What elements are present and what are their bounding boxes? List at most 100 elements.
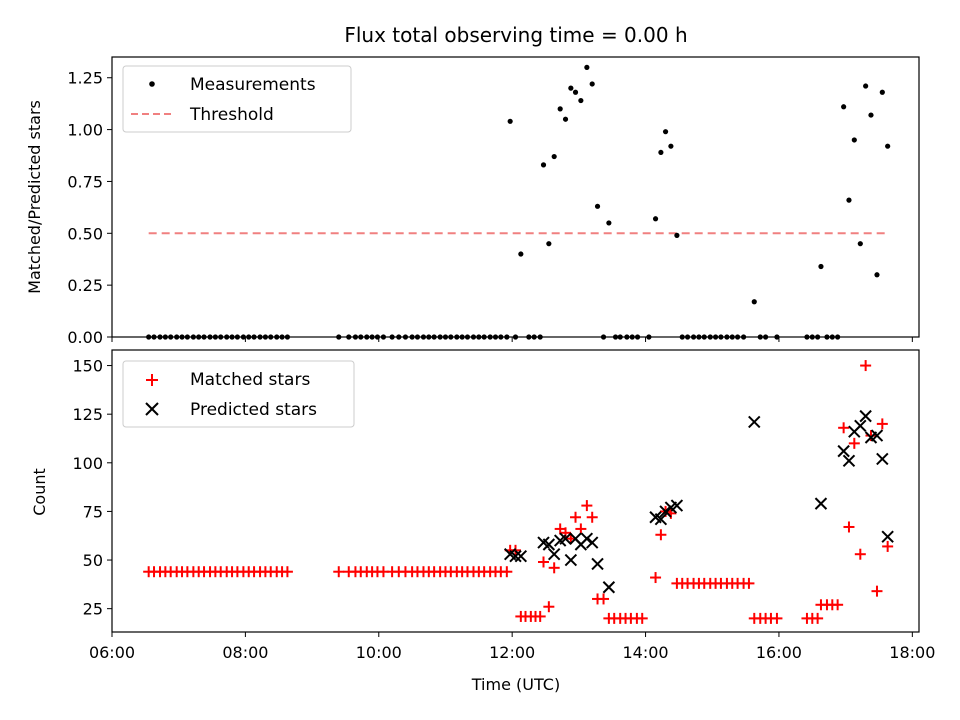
matched-star-point: [882, 540, 894, 552]
matched-star-point: [281, 566, 293, 578]
bottom-y-tick-label: 25: [83, 600, 103, 619]
matched-star-point: [655, 529, 667, 541]
predicted-star-point: [842, 454, 856, 468]
top-plot-frame: [111, 56, 920, 338]
bottom-panel: 25 50 75 100 125 150 06:00 08:00 10:00 12:00 14:0…: [30, 349, 935, 694]
predicted-star-point: [542, 538, 556, 551]
matched-star-point: [854, 548, 866, 560]
predicted-star-point: [670, 499, 684, 512]
matched-star-point: [333, 566, 345, 578]
x-tick-label: 10:00: [356, 643, 402, 662]
matched-star-point: [832, 599, 844, 611]
legend-measurements-label: Measurements: [190, 75, 316, 95]
measurement-point: [846, 197, 852, 203]
legend-matched-marker: [146, 374, 158, 386]
top-y-tick-label: 0.25: [67, 276, 103, 295]
measurement-point: [851, 137, 857, 143]
legend-predicted-label: Predicted stars: [190, 400, 317, 420]
measurement-point: [841, 104, 847, 110]
matched-star-point: [510, 544, 521, 556]
predicted-star-point: [547, 547, 561, 561]
matched-star-point: [865, 430, 877, 442]
matched-star-point: [636, 612, 648, 624]
predicted-star-point: [580, 532, 594, 545]
measurement-point: [751, 299, 757, 305]
predicted-star-point: [514, 549, 528, 563]
measurement-point: [540, 162, 547, 168]
matched-star-point: [570, 511, 582, 523]
predicted-star-point: [859, 409, 872, 423]
legend-matched-label: Matched stars: [190, 370, 310, 390]
predicted-star-point: [748, 415, 761, 429]
predicted-star-point: [854, 419, 867, 433]
matched-star-point: [812, 612, 824, 624]
measurement-point: [857, 241, 863, 247]
x-tick-label: 12:00: [489, 643, 535, 662]
measurement-point: [668, 143, 674, 149]
measurement-point: [562, 116, 569, 122]
measurement-point: [589, 81, 595, 87]
predicted-star-point: [509, 549, 522, 563]
measurement-point: [674, 232, 680, 238]
x-tick-label: 06:00: [89, 643, 135, 662]
predicted-star-point: [814, 497, 828, 510]
bottom-y-tick-label: 125: [72, 405, 103, 424]
bottom-y-tick-label: 100: [72, 454, 103, 473]
measurement-point: [874, 272, 880, 278]
predicted-star-point: [659, 505, 672, 518]
top-y-axis-label: Matched/Predicted stars: [25, 100, 44, 294]
x-tick-label: 08:00: [222, 643, 268, 662]
measurement-point: [658, 149, 664, 156]
measurement-point: [568, 85, 574, 91]
top-y-tick-label: 0.75: [67, 172, 103, 191]
measurement-point: [868, 112, 874, 118]
top-legend: Measurements Threshold: [122, 65, 352, 133]
matched-star-point: [534, 610, 546, 622]
top-y-tick-label: 0.50: [67, 224, 103, 243]
matched-star-point: [650, 572, 662, 584]
matched-star-point: [586, 511, 598, 523]
predicted-star-point: [876, 452, 889, 466]
measurement-point: [594, 203, 601, 209]
predicted-star-point: [564, 553, 578, 567]
matched-star-point: [838, 422, 850, 434]
top-y-tick-label: 1.25: [67, 69, 103, 88]
matched-star-point: [575, 523, 587, 535]
matched-star-point: [598, 593, 610, 605]
predicted-star-point: [870, 429, 884, 442]
measurement-point: [578, 97, 584, 104]
matched-star-point: [548, 562, 560, 574]
matched-star-point: [771, 612, 783, 624]
chart-title: Flux total observing time = 0.00 h: [344, 23, 687, 47]
top-legend-frame: [122, 65, 352, 133]
measurement-point: [584, 64, 590, 70]
bottom-legend-frame: [122, 360, 355, 428]
measurement-point: [606, 220, 612, 226]
predicted-star-point: [591, 557, 604, 571]
measurement-point: [551, 153, 557, 160]
top-y-tick-label: 0.00: [67, 328, 103, 347]
bottom-y-axis-label: Count: [30, 468, 49, 516]
predicted-star-point: [837, 444, 850, 458]
bottom-y-tick-label: 150: [72, 357, 103, 376]
matched-star-point: [860, 360, 872, 372]
x-axis-label: Time (UTC): [471, 675, 560, 694]
matched-star-point: [501, 566, 513, 578]
top-y-tick-label: 1.00: [67, 121, 103, 140]
measurement-point: [879, 89, 885, 95]
predicted-star-point: [881, 530, 894, 543]
bottom-plot-frame: [111, 349, 920, 633]
matched-star-point: [876, 418, 888, 430]
measurement-point: [662, 129, 669, 135]
matched-star-point: [848, 437, 860, 449]
bottom-legend: Matched stars Predicted stars: [122, 360, 355, 428]
bottom-y-tick-label: 75: [83, 502, 103, 521]
measurement-point: [863, 83, 869, 89]
measurement-point: [572, 89, 579, 95]
measurement-point: [518, 251, 524, 257]
matched-star-point: [543, 601, 555, 613]
measurement-point: [557, 106, 563, 112]
matched-star-point: [843, 521, 855, 533]
top-panel: 0.00 0.25 0.50 0.75 1.00 1.25 Matched/Predict…: [25, 56, 920, 347]
